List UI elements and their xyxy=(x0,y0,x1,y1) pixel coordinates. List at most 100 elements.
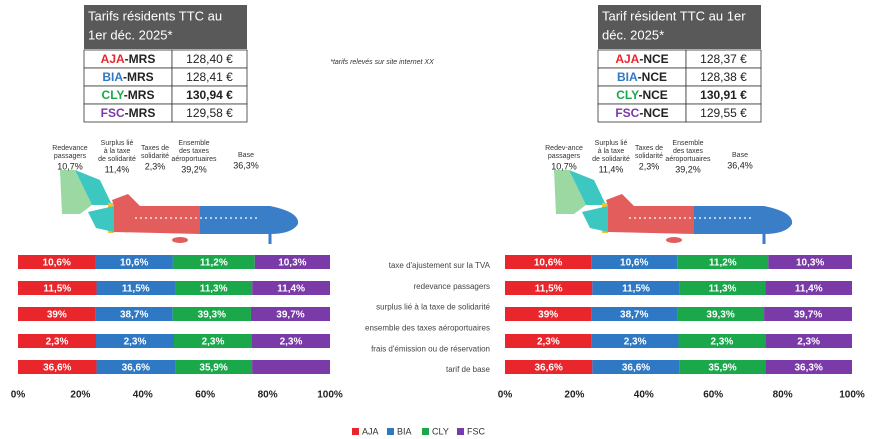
data-label: 11,4% xyxy=(277,284,305,295)
data-label: 38,7% xyxy=(120,310,148,321)
data-label: 39,3% xyxy=(198,310,226,321)
x-tick-label: 20% xyxy=(70,390,90,401)
row-label: ensemble des taxes aéroportuaires xyxy=(365,324,490,333)
legend-swatch xyxy=(352,428,359,435)
plane-label: des taxes xyxy=(673,148,703,155)
route-code: AJA xyxy=(615,52,639,66)
route-dest: -MRS xyxy=(124,88,155,102)
plane xyxy=(60,170,298,244)
route-code: CLY xyxy=(616,88,639,102)
x-tick-label: 40% xyxy=(133,390,153,401)
plane-label: solidarité xyxy=(635,153,663,160)
route-dest: -NCE xyxy=(639,52,668,66)
plane-label: Surplus lié xyxy=(101,140,134,147)
bar-segment xyxy=(252,360,330,374)
data-label: 2,3% xyxy=(46,337,69,348)
x-tick-label: 60% xyxy=(195,390,215,401)
plane-value: 2,3% xyxy=(639,161,660,171)
legend-label: BIA xyxy=(397,426,412,436)
price: 128,38 € xyxy=(700,70,747,84)
data-label: 39% xyxy=(538,310,558,321)
plane-label: Base xyxy=(732,152,748,159)
x-tick-label: 0% xyxy=(498,390,513,401)
row-label: taxe d'ajustement sur la TVA xyxy=(389,261,491,270)
price: 128,41 € xyxy=(186,70,233,84)
data-label: 10,3% xyxy=(278,258,306,269)
x-tick-label: 0% xyxy=(11,390,26,401)
plane-label: de solidarité xyxy=(98,156,136,163)
route: AJA-NCE xyxy=(615,52,668,66)
plane-label: solidarité xyxy=(141,153,169,160)
data-label: 36,6% xyxy=(43,363,71,374)
plane-label: Redevance xyxy=(52,145,88,152)
plane-label: passagers xyxy=(54,153,87,160)
price: 130,91 € xyxy=(700,88,747,102)
data-label: 2,3% xyxy=(710,337,733,348)
plane-value: 11,4% xyxy=(599,164,624,174)
data-label: 35,9% xyxy=(708,363,736,374)
legend-swatch xyxy=(457,428,464,435)
route: CLY-MRS xyxy=(102,88,155,102)
plane-label: Ensemble xyxy=(178,140,209,147)
data-label: 2,3% xyxy=(202,337,225,348)
plane-value: 2,3% xyxy=(145,161,166,171)
legend-swatch xyxy=(422,428,429,435)
row-label: redevance passagers xyxy=(414,282,491,291)
plane-label: passagers xyxy=(548,153,581,160)
data-label: 36,6% xyxy=(122,363,150,374)
table-title: Tarifs résidents TTC au xyxy=(88,8,222,23)
data-label: 39,7% xyxy=(794,310,822,321)
note: *tarifs relevés sur site internet XX xyxy=(330,59,434,66)
route: FSC-NCE xyxy=(615,106,668,120)
data-label: 38,7% xyxy=(620,310,648,321)
plane-label: des taxes xyxy=(179,148,209,155)
route-dest: -MRS xyxy=(123,70,154,84)
x-tick-label: 20% xyxy=(564,390,584,401)
data-label: 11,2% xyxy=(709,258,737,269)
plane-label: Ensemble xyxy=(672,140,703,147)
plane-label: Surplus lié xyxy=(595,140,628,147)
data-label: 36,6% xyxy=(622,363,650,374)
data-label: 11,5% xyxy=(622,284,650,295)
route-code: FSC xyxy=(101,106,125,120)
plane-label: à la taxe xyxy=(598,148,625,155)
data-label: 35,9% xyxy=(199,363,227,374)
data-label: 10,3% xyxy=(796,258,824,269)
row-label: frais d'émission ou de réservation xyxy=(371,344,490,353)
price: 128,37 € xyxy=(700,52,747,66)
plane-label: Taxes de xyxy=(635,145,663,152)
x-tick-label: 100% xyxy=(839,390,865,401)
plane-label: Taxes de xyxy=(141,145,169,152)
data-label: 39% xyxy=(47,310,67,321)
data-label: 10,6% xyxy=(620,258,648,269)
route-dest: -MRS xyxy=(125,106,156,120)
data-label: 2,3% xyxy=(624,337,647,348)
route-dest: -MRS xyxy=(125,52,156,66)
x-tick-label: 80% xyxy=(258,390,278,401)
table-title: 1er déc. 2025* xyxy=(88,27,173,42)
data-label: 39,3% xyxy=(706,310,734,321)
data-label: 11,5% xyxy=(535,284,563,295)
plane-label: à la taxe xyxy=(104,148,131,155)
price: 129,58 € xyxy=(186,106,233,120)
route-code: BIA xyxy=(102,70,123,84)
data-label: 36,3% xyxy=(795,363,823,374)
plane-label: aéroportuaires xyxy=(665,156,711,163)
price: 128,40 € xyxy=(186,52,233,66)
data-label: 11,2% xyxy=(200,258,228,269)
plane-label: aéroportuaires xyxy=(171,156,217,163)
plane-value: 36,3% xyxy=(233,160,259,170)
plane-value: 10,7% xyxy=(57,161,83,171)
plane-label: de solidarité xyxy=(592,156,630,163)
route-dest: -NCE xyxy=(639,106,668,120)
legend-label: CLY xyxy=(432,426,449,436)
data-label: 10,6% xyxy=(534,258,562,269)
price: 129,55 € xyxy=(700,106,747,120)
x-tick-label: 80% xyxy=(773,390,793,401)
route-code: CLY xyxy=(102,88,125,102)
legend-swatch xyxy=(387,428,394,435)
price: 130,94 € xyxy=(186,88,233,102)
plane-value: 36,4% xyxy=(727,160,753,170)
legend-label: FSC xyxy=(467,426,486,436)
data-label: 11,3% xyxy=(200,284,228,295)
